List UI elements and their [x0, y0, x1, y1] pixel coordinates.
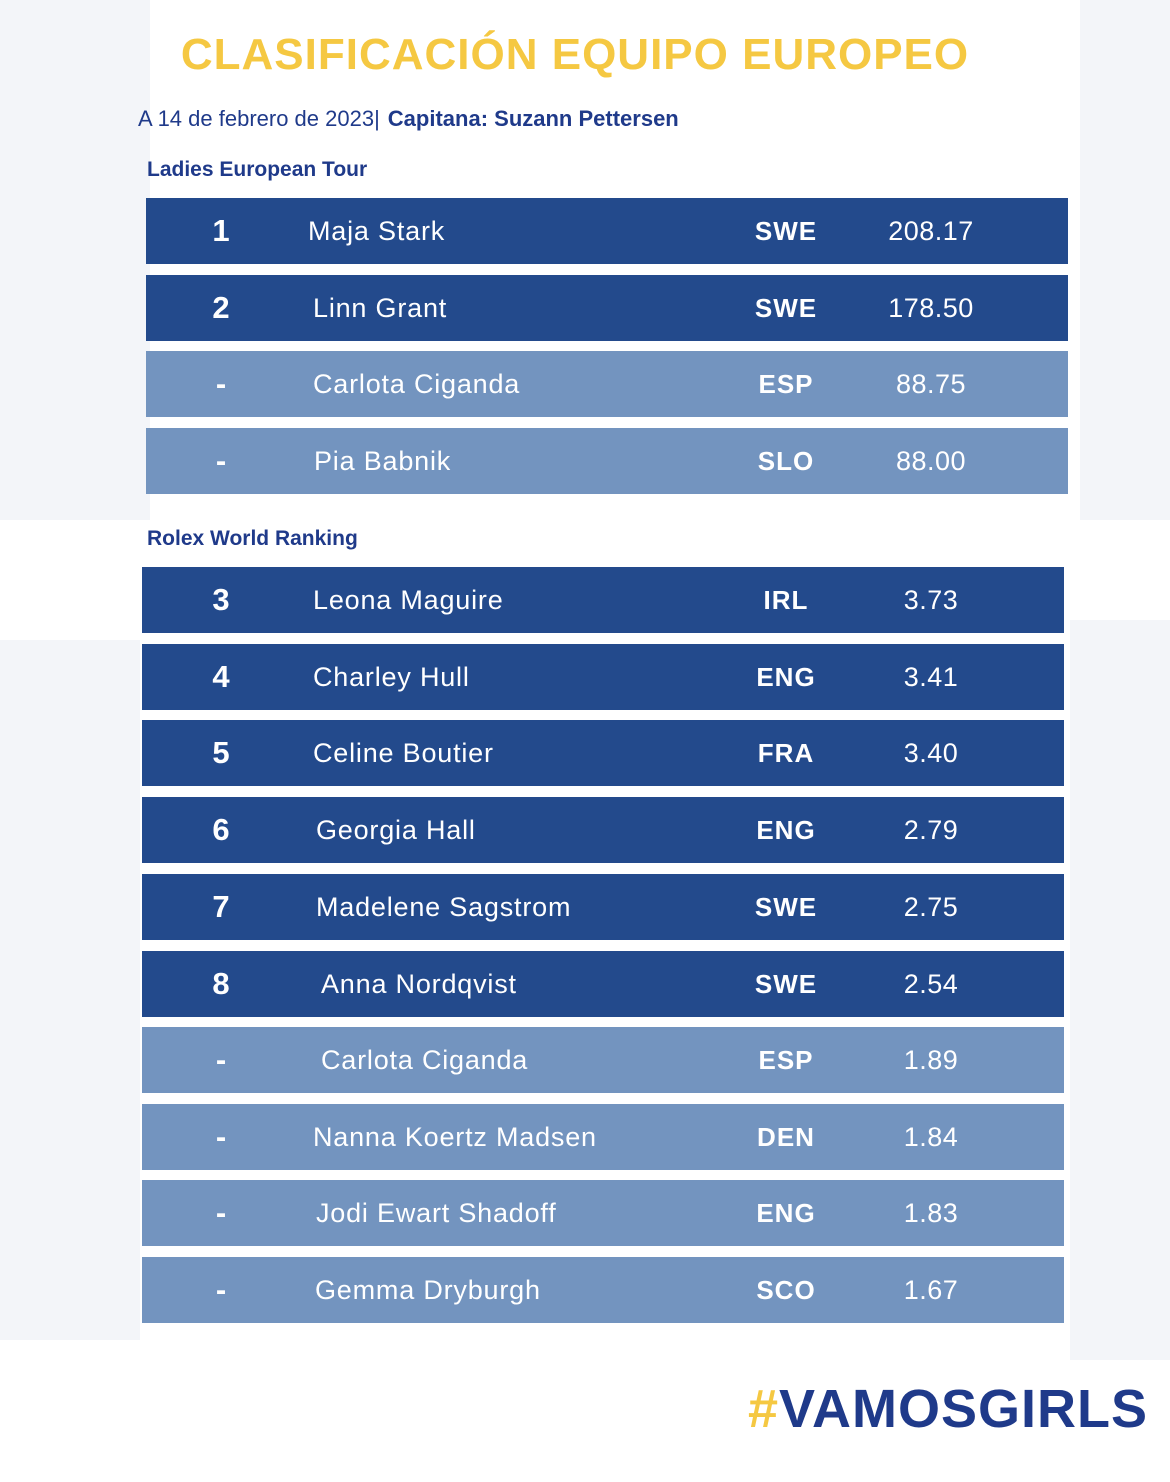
player-name: Charley Hull — [313, 661, 470, 692]
table-row: - Gemma Dryburgh SCO 1.67 — [142, 1257, 1064, 1323]
player-name: Pia Babnik — [314, 445, 452, 476]
player-name: Georgia Hall — [316, 814, 476, 845]
player-name: Carlota Ciganda — [313, 368, 521, 399]
points-value: 3.41 — [903, 661, 959, 692]
points-value: 88.00 — [895, 445, 967, 476]
points-value: 88.75 — [895, 368, 967, 399]
points-value: 3.40 — [903, 737, 959, 768]
points-value: 208.17 — [888, 215, 974, 246]
points-value: 1.83 — [903, 1197, 959, 1228]
points-value: 2.54 — [903, 968, 959, 999]
player-name: Carlota Ciganda — [321, 1044, 529, 1075]
rank-cell: 2 — [212, 290, 230, 325]
country-code: SLO — [757, 445, 815, 476]
player-name: Maja Stark — [308, 215, 446, 246]
rank-cell: 5 — [212, 735, 230, 770]
table-row: - Carlota Ciganda ESP 1.89 — [142, 1027, 1064, 1093]
country-code: ENG — [756, 1197, 816, 1228]
table-row: 5 Celine Boutier FRA 3.40 — [142, 720, 1064, 786]
player-name: Celine Boutier — [313, 737, 494, 768]
country-code: ENG — [756, 661, 816, 692]
country-code: ESP — [758, 1044, 814, 1075]
table-row: - Nanna Koertz Madsen DEN 1.84 — [142, 1104, 1064, 1170]
points-value: 2.75 — [903, 891, 959, 922]
hashtag-symbol: # — [747, 1379, 779, 1439]
country-code: SWE — [754, 215, 818, 246]
rank-cell: - — [215, 1119, 227, 1154]
rank-cell: - — [215, 1195, 227, 1230]
points-value: 1.84 — [903, 1121, 959, 1152]
rank-cell: - — [215, 1272, 227, 1307]
page-title: CLASIFICACIÓN EQUIPO EUROPEO — [180, 30, 970, 79]
table-row: 6 Georgia Hall ENG 2.79 — [142, 797, 1064, 863]
table-row: 2 Linn Grant SWE 178.50 — [146, 275, 1068, 341]
player-name: Leona Maguire — [313, 584, 504, 615]
country-code: ENG — [756, 814, 816, 845]
table-row: 3 Leona Maguire IRL 3.73 — [142, 567, 1064, 633]
country-code: SWE — [754, 968, 818, 999]
table-row: 1 Maja Stark SWE 208.17 — [146, 198, 1068, 264]
rank-cell: 7 — [212, 889, 230, 924]
player-name: Gemma Dryburgh — [315, 1274, 541, 1305]
country-code: SWE — [754, 292, 818, 323]
date-label: A 14 de febrero de 2023| — [138, 106, 380, 131]
section-label-rolex: Rolex World Ranking — [147, 527, 358, 550]
player-name: Madelene Sagstrom — [316, 891, 572, 922]
rank-cell: 8 — [212, 966, 230, 1001]
player-name: Nanna Koertz Madsen — [313, 1121, 597, 1152]
hashtag: #VAMOSGIRLS — [748, 1378, 1148, 1440]
rank-cell: 3 — [212, 582, 230, 617]
country-code: FRA — [757, 737, 815, 768]
player-name: Anna Nordqvist — [321, 968, 517, 999]
table-row: 7 Madelene Sagstrom SWE 2.75 — [142, 874, 1064, 940]
points-value: 1.67 — [903, 1274, 959, 1305]
rank-cell: - — [215, 443, 227, 478]
rank-cell: - — [215, 366, 227, 401]
points-value: 3.73 — [903, 584, 959, 615]
subtitle: A 14 de febrero de 2023| Capitana: Suzann… — [138, 106, 679, 132]
table-row: - Jodi Ewart Shadoff ENG 1.83 — [142, 1180, 1064, 1246]
player-name: Jodi Ewart Shadoff — [316, 1197, 557, 1228]
points-value: 2.79 — [903, 814, 959, 845]
table-row: 4 Charley Hull ENG 3.41 — [142, 644, 1064, 710]
hashtag-text: VAMOSGIRLS — [778, 1379, 1148, 1439]
country-code: ESP — [758, 368, 814, 399]
rank-cell: 1 — [212, 213, 230, 248]
table-row: - Pia Babnik SLO 88.00 — [146, 428, 1068, 494]
rank-cell: - — [215, 1042, 227, 1077]
table-row: - Carlota Ciganda ESP 88.75 — [146, 351, 1068, 417]
points-value: 178.50 — [888, 292, 974, 323]
country-code: SWE — [754, 891, 818, 922]
table-row: 8 Anna Nordqvist SWE 2.54 — [142, 951, 1064, 1017]
points-value: 1.89 — [903, 1044, 959, 1075]
country-code: IRL — [763, 584, 809, 615]
country-code: DEN — [757, 1121, 815, 1152]
rank-cell: 4 — [212, 659, 230, 694]
country-code: SCO — [756, 1274, 816, 1305]
captain-label: Capitana: Suzann Pettersen — [387, 106, 679, 131]
rank-cell: 6 — [212, 812, 230, 847]
section-label-let: Ladies European Tour — [147, 158, 368, 181]
player-name: Linn Grant — [313, 292, 448, 323]
